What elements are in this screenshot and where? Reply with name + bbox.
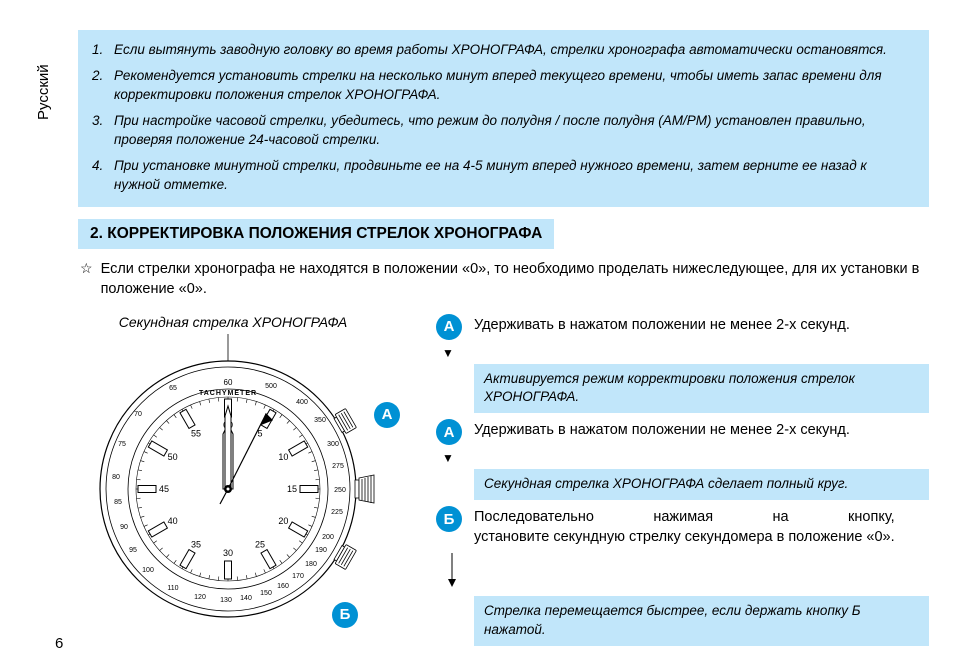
svg-text:75: 75 (118, 441, 126, 448)
result-box: Активируется режим корректировки положен… (474, 364, 929, 414)
svg-text:25: 25 (255, 539, 265, 549)
svg-text:200: 200 (322, 534, 334, 541)
note-number: 1. (92, 40, 103, 60)
note-text: При установке минутной стрелки, продвинь… (114, 158, 867, 193)
note-number: 2. (92, 66, 103, 86)
result-box: Секундная стрелка ХРОНОГРАФА сделает пол… (474, 469, 929, 500)
svg-text:140: 140 (240, 595, 252, 602)
svg-text:350: 350 (314, 417, 326, 424)
svg-text:65: 65 (169, 385, 177, 392)
svg-text:15: 15 (287, 484, 297, 494)
svg-text:150: 150 (260, 590, 272, 597)
svg-text:40: 40 (168, 516, 178, 526)
svg-text:160: 160 (277, 583, 289, 590)
pusher-b-badge: Б (332, 602, 358, 628)
arrow-down-icon: ▼ (442, 451, 929, 465)
svg-text:10: 10 (278, 452, 288, 462)
note-item: 2. Рекомендуется установить стрелки на н… (114, 66, 909, 105)
steps-column: А Удерживать в нажатом положении не мене… (428, 314, 929, 653)
svg-text:60: 60 (224, 378, 233, 387)
arrow-down-icon: ▼ (442, 346, 929, 360)
svg-text:275: 275 (332, 463, 344, 470)
svg-text:170: 170 (292, 573, 304, 580)
svg-text:300: 300 (327, 441, 339, 448)
step-badge-b: Б (436, 506, 462, 532)
step-b-line1: Последовательно нажимая на кнопку, (474, 508, 895, 528)
step-row: А Удерживать в нажатом положении не мене… (436, 314, 929, 340)
watch-column: Секундная стрелка ХРОНОГРАФА 60 TACHYMET… (78, 314, 428, 653)
step-badge-a: А (436, 419, 462, 445)
pusher-a-badge: А (374, 402, 400, 428)
svg-text:20: 20 (278, 516, 288, 526)
page-content: 1. Если вытянуть заводную головку во вре… (78, 30, 929, 652)
step-b-line2: установите секундную стрелку секундомера… (474, 528, 895, 548)
note-item: 3. При настройке часовой стрелки, убедит… (114, 111, 909, 150)
svg-text:30: 30 (223, 548, 233, 558)
svg-text:180: 180 (305, 561, 317, 568)
svg-text:50: 50 (168, 452, 178, 462)
section-title: 2. КОРРЕКТИРОВКА ПОЛОЖЕНИЯ СТРЕЛОК ХРОНО… (78, 219, 554, 249)
intro-row: ☆ Если стрелки хронографа не находятся в… (78, 259, 929, 300)
result-box: Стрелка перемещается быстрее, если держа… (474, 596, 929, 646)
svg-text:130: 130 (220, 597, 232, 604)
svg-text:90: 90 (120, 524, 128, 531)
svg-text:95: 95 (129, 547, 137, 554)
note-number: 3. (92, 111, 103, 131)
note-text: Если вытянуть заводную головку во время … (114, 42, 887, 57)
svg-text:190: 190 (315, 547, 327, 554)
svg-text:80: 80 (112, 474, 120, 481)
note-text: При настройке часовой стрелки, убедитесь… (114, 113, 866, 148)
step-text: Удерживать в нажатом положении не менее … (474, 314, 850, 336)
star-icon: ☆ (80, 259, 93, 279)
svg-text:85: 85 (114, 499, 122, 506)
svg-text:45: 45 (159, 484, 169, 494)
step-text: Удерживать в нажатом положении не менее … (474, 419, 850, 441)
lower-columns: Секундная стрелка ХРОНОГРАФА 60 TACHYMET… (78, 314, 929, 653)
step-badge-a: А (436, 314, 462, 340)
watch-diagram: 60 TACHYMETER 500 400 350 300 275 250 22… (78, 334, 428, 634)
step-row: Б Последовательно нажимая на кнопку, уст… (436, 506, 929, 547)
svg-text:110: 110 (167, 585, 178, 592)
step-text: Последовательно нажимая на кнопку, устан… (474, 506, 895, 547)
notes-box: 1. Если вытянуть заводную головку во вре… (78, 30, 929, 207)
svg-text:250: 250 (334, 487, 346, 494)
note-number: 4. (92, 156, 103, 176)
svg-text:400: 400 (296, 399, 308, 406)
note-item: 1. Если вытянуть заводную головку во вре… (114, 40, 909, 60)
step-row: А Удерживать в нажатом положении не мене… (436, 419, 929, 445)
arrow-down-line-icon (447, 553, 929, 592)
svg-text:120: 120 (194, 594, 206, 601)
note-text: Рекомендуется установить стрелки на неск… (114, 68, 882, 103)
svg-text:55: 55 (191, 428, 201, 438)
watch-hand-label: Секундная стрелка ХРОНОГРАФА (78, 314, 428, 330)
svg-text:500: 500 (265, 383, 277, 390)
intro-text: Если стрелки хронографа не находятся в п… (101, 259, 929, 300)
svg-text:35: 35 (191, 539, 201, 549)
svg-text:TACHYMETER: TACHYMETER (199, 390, 257, 397)
svg-text:70: 70 (134, 411, 142, 418)
svg-text:100: 100 (142, 567, 154, 574)
watch-svg: 60 TACHYMETER 500 400 350 300 275 250 22… (78, 334, 428, 634)
page-number: 6 (55, 635, 63, 652)
language-side-label: Русский (35, 64, 52, 120)
svg-text:225: 225 (331, 509, 343, 516)
note-item: 4. При установке минутной стрелки, продв… (114, 156, 909, 195)
